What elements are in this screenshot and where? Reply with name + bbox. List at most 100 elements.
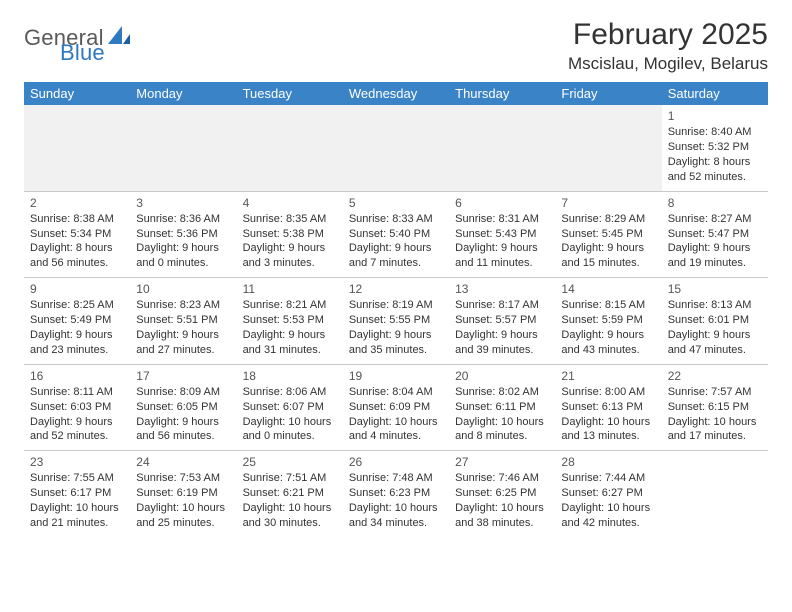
day-number: 5 (349, 195, 443, 211)
day-info: Sunrise: 8:13 AMSunset: 6:01 PMDaylight:… (668, 298, 762, 357)
calendar-day: 1Sunrise: 8:40 AMSunset: 5:32 PMDaylight… (662, 105, 768, 191)
day-info: Sunrise: 8:23 AMSunset: 5:51 PMDaylight:… (136, 298, 230, 357)
day-number: 10 (136, 281, 230, 297)
day-info: Sunrise: 7:57 AMSunset: 6:15 PMDaylight:… (668, 385, 762, 444)
logo-text-blue: Blue (60, 40, 105, 66)
column-header: Wednesday (343, 82, 449, 105)
day-number: 15 (668, 281, 762, 297)
day-number: 2 (30, 195, 124, 211)
calendar-body: 1Sunrise: 8:40 AMSunset: 5:32 PMDaylight… (24, 105, 768, 537)
day-info: Sunrise: 8:02 AMSunset: 6:11 PMDaylight:… (455, 385, 549, 444)
day-number: 4 (243, 195, 337, 211)
calendar-day: 16Sunrise: 8:11 AMSunset: 6:03 PMDayligh… (24, 364, 130, 451)
calendar-day: 18Sunrise: 8:06 AMSunset: 6:07 PMDayligh… (237, 364, 343, 451)
day-info: Sunrise: 8:04 AMSunset: 6:09 PMDaylight:… (349, 385, 443, 444)
calendar-day: 22Sunrise: 7:57 AMSunset: 6:15 PMDayligh… (662, 364, 768, 451)
header: General Blue February 2025 Mscislau, Mog… (24, 18, 768, 74)
calendar-day: 27Sunrise: 7:46 AMSunset: 6:25 PMDayligh… (449, 451, 555, 537)
calendar-day-empty (130, 105, 236, 191)
day-info: Sunrise: 8:15 AMSunset: 5:59 PMDaylight:… (561, 298, 655, 357)
day-number: 23 (30, 454, 124, 470)
calendar-day: 17Sunrise: 8:09 AMSunset: 6:05 PMDayligh… (130, 364, 236, 451)
day-number: 18 (243, 368, 337, 384)
calendar-day: 19Sunrise: 8:04 AMSunset: 6:09 PMDayligh… (343, 364, 449, 451)
day-info: Sunrise: 7:48 AMSunset: 6:23 PMDaylight:… (349, 471, 443, 530)
day-number: 22 (668, 368, 762, 384)
calendar-week: 2Sunrise: 8:38 AMSunset: 5:34 PMDaylight… (24, 191, 768, 278)
day-number: 11 (243, 281, 337, 297)
calendar-day: 24Sunrise: 7:53 AMSunset: 6:19 PMDayligh… (130, 451, 236, 537)
calendar-week: 9Sunrise: 8:25 AMSunset: 5:49 PMDaylight… (24, 278, 768, 365)
day-info: Sunrise: 8:40 AMSunset: 5:32 PMDaylight:… (668, 125, 762, 184)
calendar-day-empty (662, 451, 768, 537)
calendar-week: 1Sunrise: 8:40 AMSunset: 5:32 PMDaylight… (24, 105, 768, 191)
calendar-day: 26Sunrise: 7:48 AMSunset: 6:23 PMDayligh… (343, 451, 449, 537)
day-info: Sunrise: 8:36 AMSunset: 5:36 PMDaylight:… (136, 212, 230, 271)
calendar-day: 6Sunrise: 8:31 AMSunset: 5:43 PMDaylight… (449, 191, 555, 278)
calendar-day: 2Sunrise: 8:38 AMSunset: 5:34 PMDaylight… (24, 191, 130, 278)
day-info: Sunrise: 8:31 AMSunset: 5:43 PMDaylight:… (455, 212, 549, 271)
calendar-day: 3Sunrise: 8:36 AMSunset: 5:36 PMDaylight… (130, 191, 236, 278)
calendar-day-empty (237, 105, 343, 191)
day-number: 9 (30, 281, 124, 297)
day-info: Sunrise: 8:19 AMSunset: 5:55 PMDaylight:… (349, 298, 443, 357)
title-block: February 2025 Mscislau, Mogilev, Belarus (568, 18, 768, 74)
column-header: Thursday (449, 82, 555, 105)
column-header: Sunday (24, 82, 130, 105)
day-info: Sunrise: 8:06 AMSunset: 6:07 PMDaylight:… (243, 385, 337, 444)
day-number: 1 (668, 108, 762, 124)
day-number: 12 (349, 281, 443, 297)
calendar-day: 9Sunrise: 8:25 AMSunset: 5:49 PMDaylight… (24, 278, 130, 365)
day-info: Sunrise: 8:38 AMSunset: 5:34 PMDaylight:… (30, 212, 124, 271)
day-info: Sunrise: 8:11 AMSunset: 6:03 PMDaylight:… (30, 385, 124, 444)
day-number: 24 (136, 454, 230, 470)
day-number: 17 (136, 368, 230, 384)
column-header: Saturday (662, 82, 768, 105)
day-number: 8 (668, 195, 762, 211)
day-number: 14 (561, 281, 655, 297)
page-subtitle: Mscislau, Mogilev, Belarus (568, 54, 768, 74)
calendar-day: 20Sunrise: 8:02 AMSunset: 6:11 PMDayligh… (449, 364, 555, 451)
day-number: 13 (455, 281, 549, 297)
day-info: Sunrise: 7:44 AMSunset: 6:27 PMDaylight:… (561, 471, 655, 530)
calendar-day: 7Sunrise: 8:29 AMSunset: 5:45 PMDaylight… (555, 191, 661, 278)
day-info: Sunrise: 8:35 AMSunset: 5:38 PMDaylight:… (243, 212, 337, 271)
day-number: 19 (349, 368, 443, 384)
day-info: Sunrise: 8:33 AMSunset: 5:40 PMDaylight:… (349, 212, 443, 271)
day-info: Sunrise: 7:51 AMSunset: 6:21 PMDaylight:… (243, 471, 337, 530)
calendar-day: 28Sunrise: 7:44 AMSunset: 6:27 PMDayligh… (555, 451, 661, 537)
day-info: Sunrise: 8:21 AMSunset: 5:53 PMDaylight:… (243, 298, 337, 357)
calendar-head: SundayMondayTuesdayWednesdayThursdayFrid… (24, 82, 768, 105)
column-header: Friday (555, 82, 661, 105)
calendar-day: 4Sunrise: 8:35 AMSunset: 5:38 PMDaylight… (237, 191, 343, 278)
day-info: Sunrise: 8:25 AMSunset: 5:49 PMDaylight:… (30, 298, 124, 357)
calendar-day-empty (343, 105, 449, 191)
day-info: Sunrise: 8:09 AMSunset: 6:05 PMDaylight:… (136, 385, 230, 444)
calendar-day-empty (24, 105, 130, 191)
day-number: 3 (136, 195, 230, 211)
calendar-day: 14Sunrise: 8:15 AMSunset: 5:59 PMDayligh… (555, 278, 661, 365)
day-info: Sunrise: 8:27 AMSunset: 5:47 PMDaylight:… (668, 212, 762, 271)
day-number: 26 (349, 454, 443, 470)
day-number: 28 (561, 454, 655, 470)
day-info: Sunrise: 7:53 AMSunset: 6:19 PMDaylight:… (136, 471, 230, 530)
calendar-day: 15Sunrise: 8:13 AMSunset: 6:01 PMDayligh… (662, 278, 768, 365)
page-title: February 2025 (568, 18, 768, 52)
day-info: Sunrise: 8:00 AMSunset: 6:13 PMDaylight:… (561, 385, 655, 444)
column-header: Tuesday (237, 82, 343, 105)
calendar-day: 11Sunrise: 8:21 AMSunset: 5:53 PMDayligh… (237, 278, 343, 365)
calendar-day: 21Sunrise: 8:00 AMSunset: 6:13 PMDayligh… (555, 364, 661, 451)
calendar-page: General Blue February 2025 Mscislau, Mog… (0, 0, 792, 612)
day-number: 27 (455, 454, 549, 470)
calendar-week: 23Sunrise: 7:55 AMSunset: 6:17 PMDayligh… (24, 451, 768, 537)
day-number: 25 (243, 454, 337, 470)
calendar-day: 12Sunrise: 8:19 AMSunset: 5:55 PMDayligh… (343, 278, 449, 365)
column-header: Monday (130, 82, 236, 105)
calendar-day: 23Sunrise: 7:55 AMSunset: 6:17 PMDayligh… (24, 451, 130, 537)
day-number: 20 (455, 368, 549, 384)
day-info: Sunrise: 7:55 AMSunset: 6:17 PMDaylight:… (30, 471, 124, 530)
calendar-day: 10Sunrise: 8:23 AMSunset: 5:51 PMDayligh… (130, 278, 236, 365)
calendar-table: SundayMondayTuesdayWednesdayThursdayFrid… (24, 82, 768, 537)
calendar-day: 13Sunrise: 8:17 AMSunset: 5:57 PMDayligh… (449, 278, 555, 365)
day-number: 6 (455, 195, 549, 211)
